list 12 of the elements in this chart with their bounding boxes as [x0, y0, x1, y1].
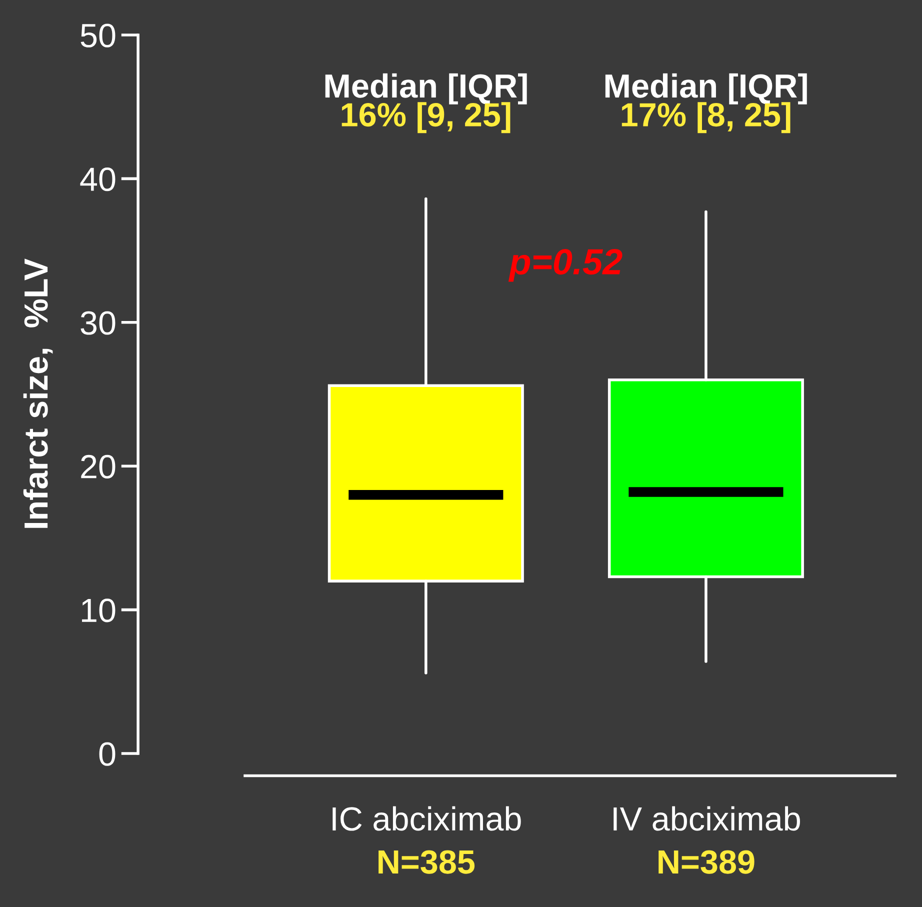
y-axis-title: Infarct size, %LV — [23, 258, 53, 528]
y-tick-label: 10 — [82, 598, 116, 622]
annotation: p=0.52 — [508, 249, 622, 282]
text: N=385 — [378, 850, 475, 874]
y-tick-label: 50 — [80, 24, 116, 48]
x-tick-label: IV abciximab — [614, 806, 800, 831]
y-tick-label: 20 — [81, 454, 116, 479]
x-tick-label: IC abciximab — [332, 806, 521, 831]
y-tick-label: 0 — [99, 742, 116, 766]
y-tick-label: 30 — [80, 311, 116, 335]
y-tick-label: 40 — [80, 168, 116, 192]
text: N=389 — [658, 850, 754, 874]
